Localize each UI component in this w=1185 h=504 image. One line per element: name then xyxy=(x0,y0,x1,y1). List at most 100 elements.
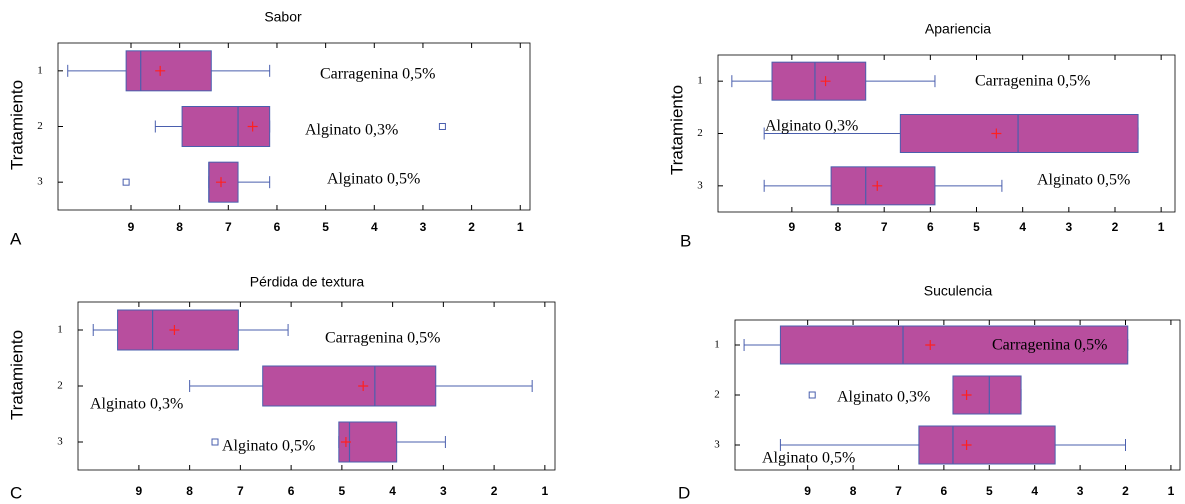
y-tick-label: 2 xyxy=(697,127,703,139)
x-tick-label: 1 xyxy=(542,484,549,498)
box xyxy=(262,365,437,407)
treatment-label: Alginato 0,5% xyxy=(1037,172,1130,189)
mean-marker xyxy=(872,180,883,191)
x-tick-label: 6 xyxy=(274,220,281,234)
x-tick-label: 9 xyxy=(136,484,143,498)
treatment-label: Carragenina 0,5% xyxy=(975,73,1091,90)
x-tick-label: 8 xyxy=(176,220,183,234)
panel-letter: B xyxy=(680,231,691,250)
x-tick-label: 1 xyxy=(1168,484,1175,498)
x-tick-label: 5 xyxy=(322,220,329,234)
y-tick-label: 1 xyxy=(57,324,63,336)
panel-letter: A xyxy=(10,229,22,248)
y-tick-label: 1 xyxy=(714,339,720,351)
treatment-label: Alginato 0,3% xyxy=(765,118,858,135)
treatment-label: Carragenina 0,5% xyxy=(325,330,441,347)
box xyxy=(208,161,239,203)
outlier xyxy=(122,178,130,186)
y-tick-label: 1 xyxy=(37,64,43,76)
x-tick-label: 2 xyxy=(491,484,498,498)
y-tick-label: 3 xyxy=(57,436,63,448)
chart-title: Pérdida de textura xyxy=(250,274,365,290)
x-tick-label: 3 xyxy=(1077,484,1084,498)
x-tick-label: 8 xyxy=(186,484,193,498)
y-tick-label: 3 xyxy=(714,439,720,451)
x-tick-label: 3 xyxy=(440,484,447,498)
x-tick-label: 6 xyxy=(927,220,934,234)
treatment-label: Alginato 0,3% xyxy=(305,122,398,139)
x-tick-label: 5 xyxy=(986,484,993,498)
mean-marker xyxy=(216,177,227,188)
mean-marker xyxy=(340,437,351,447)
treatment-label: Alginato 0,3% xyxy=(90,396,183,413)
y-axis-label: Tratamiento xyxy=(667,85,686,175)
y-axis-label: Tratamiento xyxy=(7,80,26,170)
outlier xyxy=(438,123,446,130)
x-tick-label: 1 xyxy=(517,220,524,234)
panel-letter: D xyxy=(678,483,690,502)
mean-marker xyxy=(961,390,972,400)
x-tick-label: 3 xyxy=(1065,220,1072,234)
treatment-label: Alginato 0,5% xyxy=(327,171,420,188)
mean-marker xyxy=(169,325,180,335)
box xyxy=(918,425,1056,465)
mean-marker xyxy=(820,76,831,87)
y-tick-label: 3 xyxy=(697,179,703,191)
x-tick-label: 6 xyxy=(941,484,948,498)
x-tick-label: 2 xyxy=(468,220,475,234)
chart-title: Suculencia xyxy=(924,283,993,299)
box xyxy=(779,325,1129,365)
x-tick-label: 4 xyxy=(371,220,378,234)
chart-title: Sabor xyxy=(264,9,302,25)
mean-marker xyxy=(247,121,258,132)
box-plot-panel: Suculencia D 9 8 7 6 5 4 3 2 1 1 Carragenina 0,5% 2 Al… xyxy=(678,283,1181,502)
box xyxy=(899,114,1139,153)
x-tick-label: 4 xyxy=(1019,220,1026,234)
x-tick-label: 9 xyxy=(804,484,811,498)
x-tick-label: 5 xyxy=(339,484,346,498)
x-tick-label: 7 xyxy=(237,484,244,498)
outlier xyxy=(808,391,816,399)
x-tick-label: 9 xyxy=(128,220,135,234)
x-tick-label: 2 xyxy=(1112,220,1119,234)
x-tick-label: 1 xyxy=(1158,220,1165,234)
treatment-label: Carragenina 0,5% xyxy=(992,337,1108,354)
y-tick-label: 2 xyxy=(714,389,720,401)
mean-marker xyxy=(925,340,936,350)
x-tick-label: 5 xyxy=(973,220,980,234)
mean-marker xyxy=(155,65,166,76)
x-tick-label: 7 xyxy=(881,220,888,234)
panel-letter: C xyxy=(10,483,22,502)
y-tick-label: 2 xyxy=(57,380,63,392)
x-tick-label: 9 xyxy=(789,220,796,234)
x-tick-label: 2 xyxy=(1122,484,1129,498)
treatment-label: Alginato 0,5% xyxy=(762,450,855,467)
box-plot-panel: Pérdida de textura C Tratamiento 9 8 7 6 5 4 3 2 1 1… xyxy=(7,274,556,502)
outlier xyxy=(211,438,219,446)
mean-marker xyxy=(991,128,1002,139)
box xyxy=(830,166,936,206)
box-plot-panel: Apariencia B Tratamiento 9 8 7 6 5 4 3 2 1 1 Carragen… xyxy=(667,21,1176,250)
mean-marker xyxy=(961,440,972,450)
box-plot-panel: Sabor A Tratamiento 9 8 7 6 5 4 3 2 1 1 Carragenina 0… xyxy=(7,9,531,248)
box xyxy=(771,61,867,101)
x-tick-label: 4 xyxy=(1031,484,1038,498)
treatment-label: Alginato 0,5% xyxy=(222,438,315,455)
y-tick-label: 1 xyxy=(697,75,703,87)
box xyxy=(125,50,212,92)
x-tick-label: 7 xyxy=(225,220,232,234)
x-tick-label: 6 xyxy=(288,484,295,498)
x-tick-label: 3 xyxy=(420,220,427,234)
mean-marker xyxy=(358,381,369,391)
treatment-label: Alginato 0,3% xyxy=(837,389,930,406)
x-tick-label: 8 xyxy=(835,220,842,234)
x-tick-label: 7 xyxy=(895,484,902,498)
y-tick-label: 3 xyxy=(37,176,43,188)
x-tick-label: 8 xyxy=(850,484,857,498)
y-axis-label: Tratamiento xyxy=(7,330,26,420)
chart-title: Apariencia xyxy=(925,21,991,37)
treatment-label: Carragenina 0,5% xyxy=(320,66,436,83)
x-tick-label: 4 xyxy=(389,484,396,498)
y-tick-label: 2 xyxy=(37,120,43,132)
